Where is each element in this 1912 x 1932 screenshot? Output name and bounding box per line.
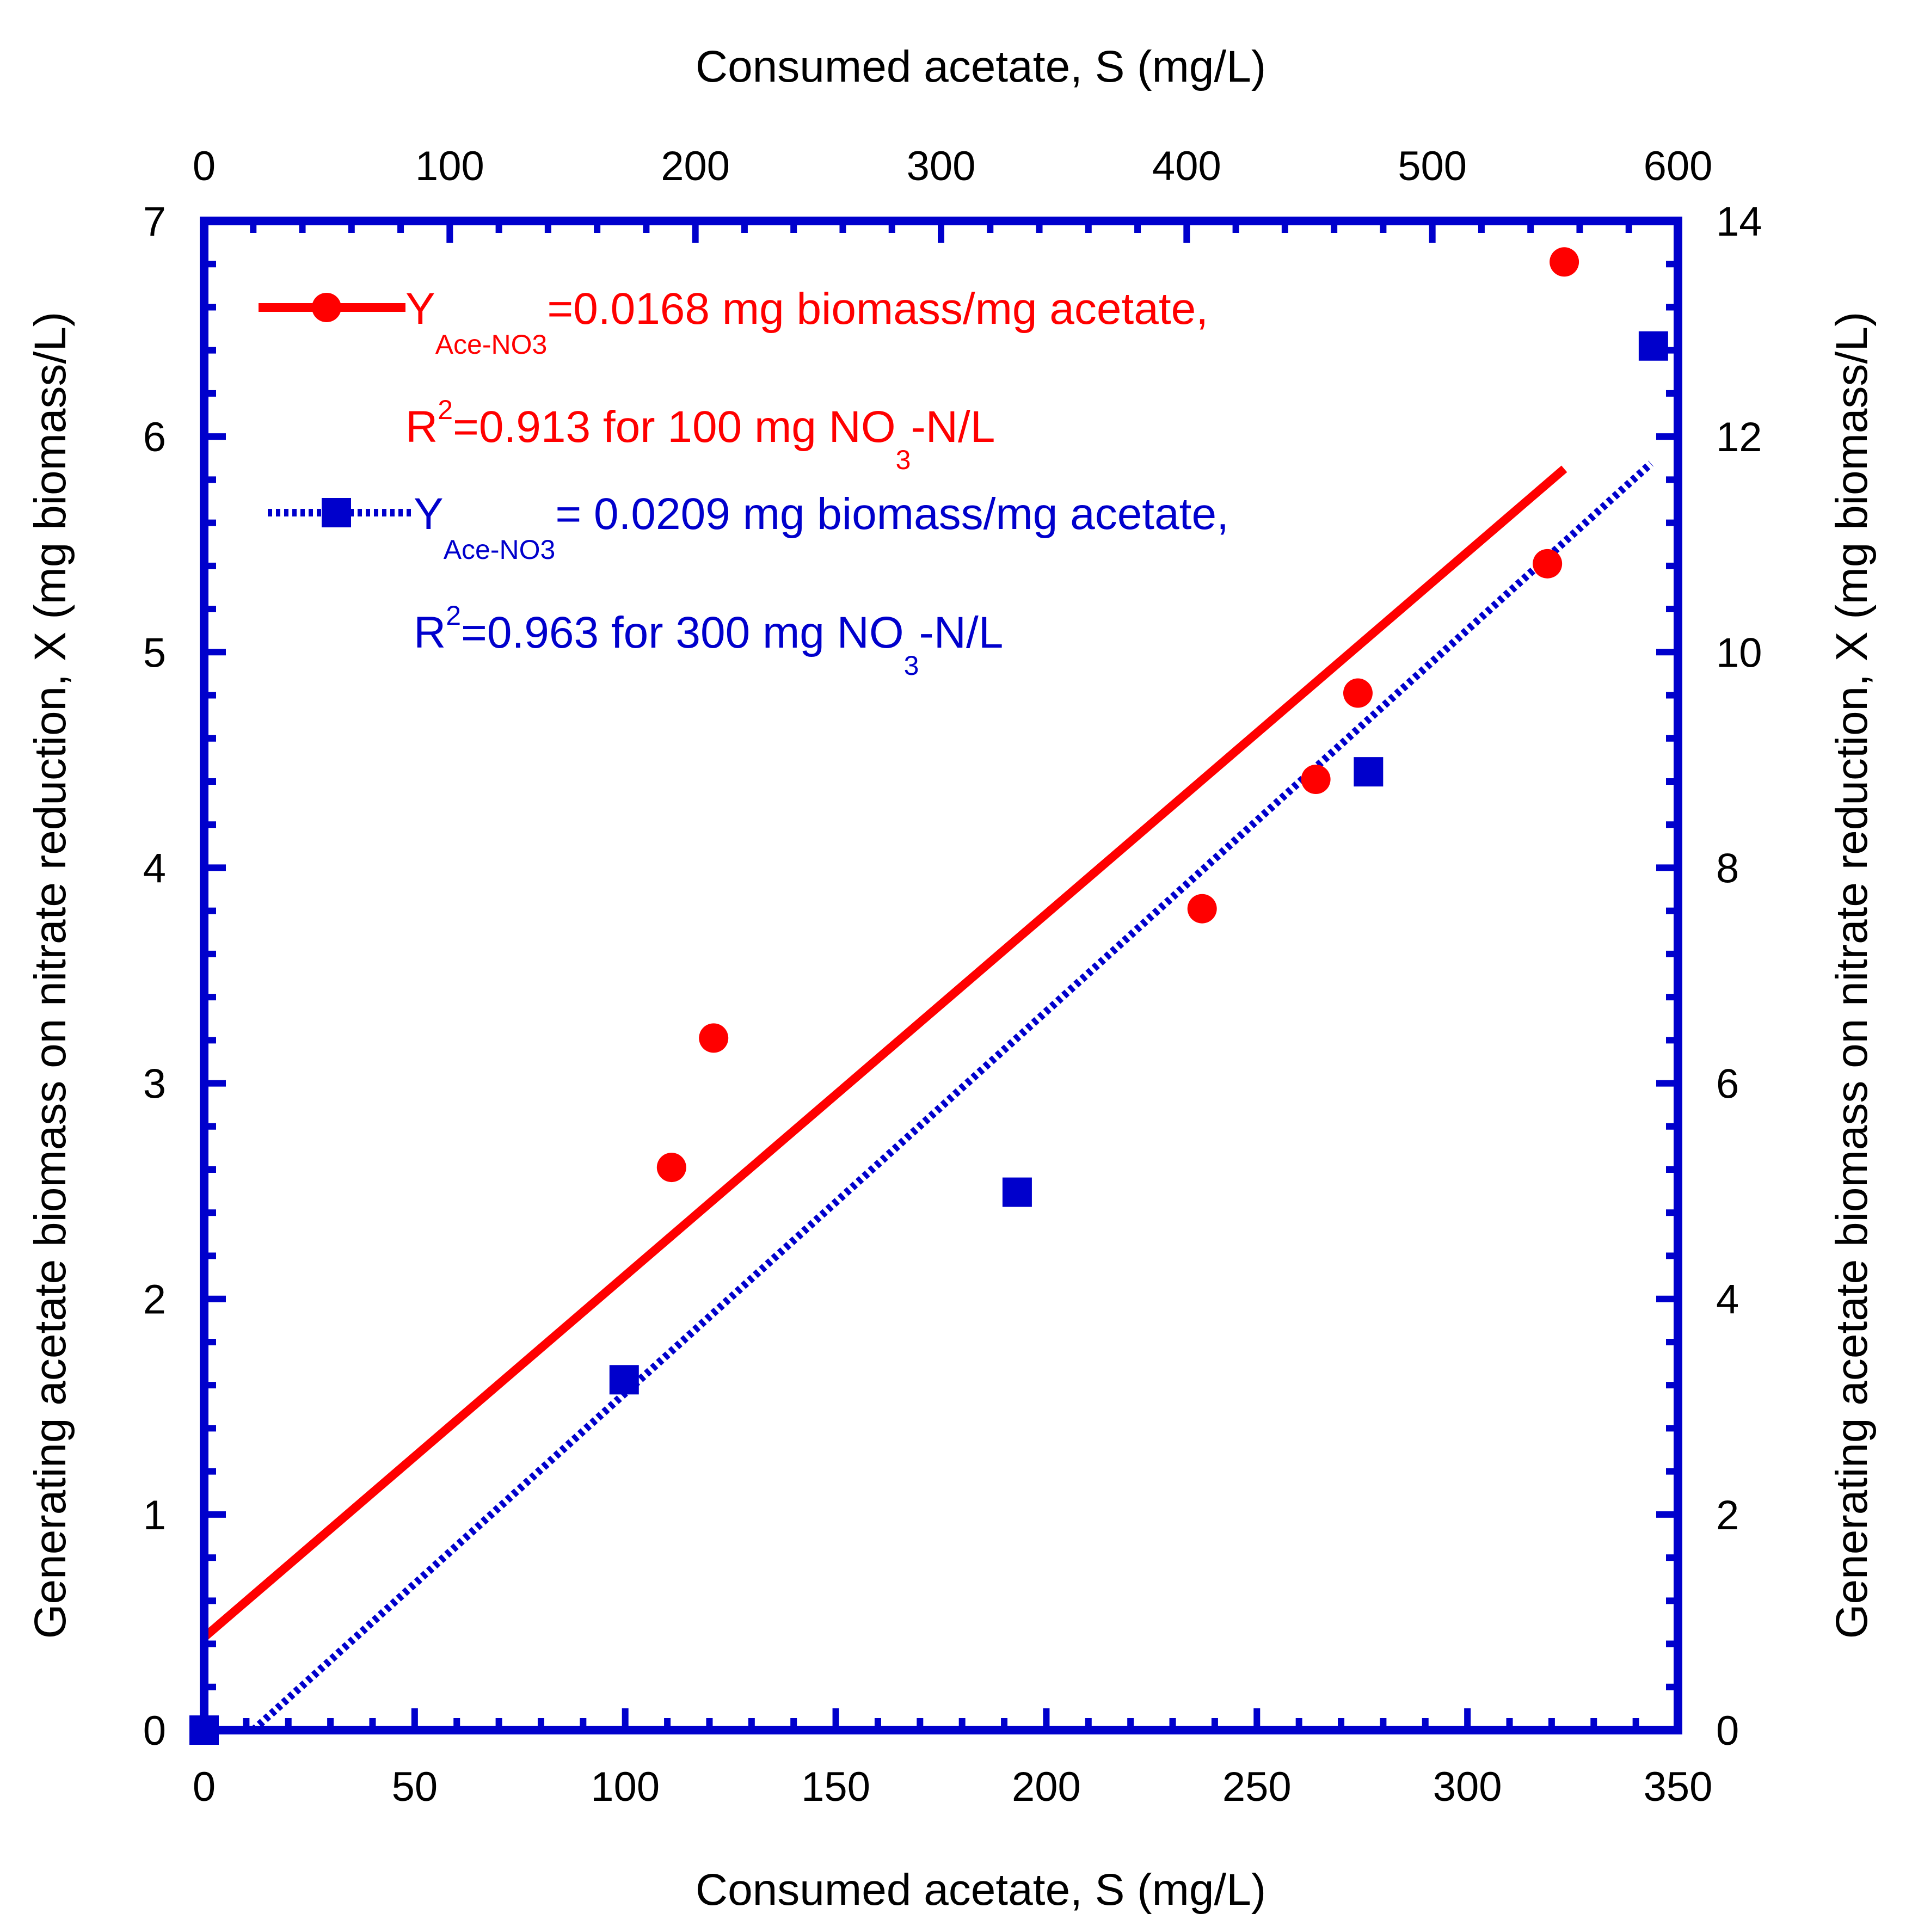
legend-blue-yield-sub: Ace-NO3 <box>444 534 556 565</box>
tick-label-right: 8 <box>1716 845 1739 891</box>
tick-label-bottom: 200 <box>1012 1764 1081 1810</box>
y-axis-title-right: Generating acetate biomass on nitrate re… <box>1827 312 1877 1639</box>
tick-label-bottom: 150 <box>801 1764 870 1810</box>
tick-label-left: 1 <box>143 1492 166 1539</box>
x-axis-title-bottom: Consumed acetate, S (mg/L) <box>696 1865 1266 1915</box>
legend-blue-r2-sub: 3 <box>904 650 919 681</box>
data-point-blue <box>1354 757 1384 787</box>
data-points <box>189 247 1668 1745</box>
tick-label-top: 400 <box>1152 143 1221 189</box>
legend-red-yield-main: Y <box>405 284 435 334</box>
legend-blue-r2-sup: 2 <box>446 600 461 631</box>
tick-label-right: 14 <box>1716 199 1762 245</box>
legend-red-yield-rest: =0.0168 mg biomass/mg acetate, <box>547 284 1208 334</box>
legend-red-r2-rest: =0.913 for 100 mg NO <box>453 402 896 452</box>
legend-blue-r2: R2=0.963 for 300 mg NO3-N/L <box>414 600 1003 681</box>
legend-blue-yield: YAce-NO3= 0.0209 mg biomass/mg acetate, <box>414 489 1229 565</box>
tick-label-top: 200 <box>661 143 730 189</box>
legend-marker-red <box>312 293 341 322</box>
data-point-blue <box>609 1365 639 1395</box>
plot-frame <box>200 217 1682 1734</box>
tick-label-left: 4 <box>143 845 166 891</box>
legend-red-r2-main: R <box>405 402 438 452</box>
legend-marker-blue <box>322 498 351 527</box>
legend-red-yield-sub: Ace-NO3 <box>435 329 548 360</box>
tick-label-left: 7 <box>143 199 166 245</box>
tick-label-bottom: 350 <box>1644 1764 1713 1810</box>
x-axis-title-top: Consumed acetate, S (mg/L) <box>696 42 1266 91</box>
fit-lines <box>201 460 1654 1733</box>
data-point-red <box>699 1023 729 1053</box>
tick-label-left: 3 <box>143 1061 166 1107</box>
legend-blue-yield-main: Y <box>414 489 444 539</box>
data-point-red <box>1187 894 1217 924</box>
tick-label-right: 2 <box>1716 1492 1739 1539</box>
tick-label-bottom: 50 <box>392 1764 438 1810</box>
tick-label-right: 12 <box>1716 414 1762 460</box>
tick-label-bottom: 100 <box>591 1764 660 1810</box>
tick-label-left: 0 <box>143 1708 166 1754</box>
data-point-blue <box>1638 331 1668 361</box>
legend-red-r2: R2=0.913 for 100 mg NO3-N/L <box>405 395 995 475</box>
data-point-red <box>1301 765 1331 795</box>
data-point-red <box>1533 549 1563 579</box>
legend-red-r2-tail: -N/L <box>911 402 995 452</box>
data-point-red <box>656 1153 686 1183</box>
legend-blue-yield-rest: = 0.0209 mg biomass/mg acetate, <box>555 489 1229 539</box>
tick-label-right: 6 <box>1716 1061 1739 1107</box>
tick-label-left: 5 <box>143 630 166 676</box>
tick-label-bottom: 0 <box>193 1764 216 1810</box>
tick-label-bottom: 250 <box>1222 1764 1292 1810</box>
tick-label-left: 2 <box>143 1277 166 1323</box>
legend-red-yield: YAce-NO3=0.0168 mg biomass/mg acetate, <box>405 284 1208 360</box>
tick-label-right: 4 <box>1716 1277 1739 1323</box>
fit-line-red <box>201 465 1567 1641</box>
legend-blue-r2-tail: -N/L <box>919 608 1003 657</box>
legend-blue-r2-main: R <box>414 608 446 657</box>
tick-label-top: 600 <box>1644 143 1713 189</box>
data-point-blue <box>1002 1177 1032 1207</box>
tick-label-top: 500 <box>1398 143 1467 189</box>
data-point-red <box>1343 678 1373 708</box>
tick-label-top: 0 <box>193 143 216 189</box>
tick-label-left: 6 <box>143 414 166 460</box>
tick-label-top: 100 <box>415 143 484 189</box>
legend: YAce-NO3=0.0168 mg biomass/mg acetate, R… <box>259 284 1229 681</box>
y-axis-title-left: Generating acetate biomass on nitrate re… <box>26 312 75 1639</box>
tick-label-bottom: 300 <box>1433 1764 1502 1810</box>
fit-line-blue <box>250 460 1654 1733</box>
tick-label-top: 300 <box>907 143 976 189</box>
tick-label-right: 0 <box>1716 1708 1739 1754</box>
tick-label-right: 10 <box>1716 630 1762 676</box>
legend-red-r2-sub: 3 <box>896 445 911 475</box>
legend-blue-r2-rest: =0.963 for 300 mg NO <box>461 608 904 657</box>
data-point-red <box>1550 247 1579 277</box>
legend-red-r2-sup: 2 <box>438 395 453 425</box>
